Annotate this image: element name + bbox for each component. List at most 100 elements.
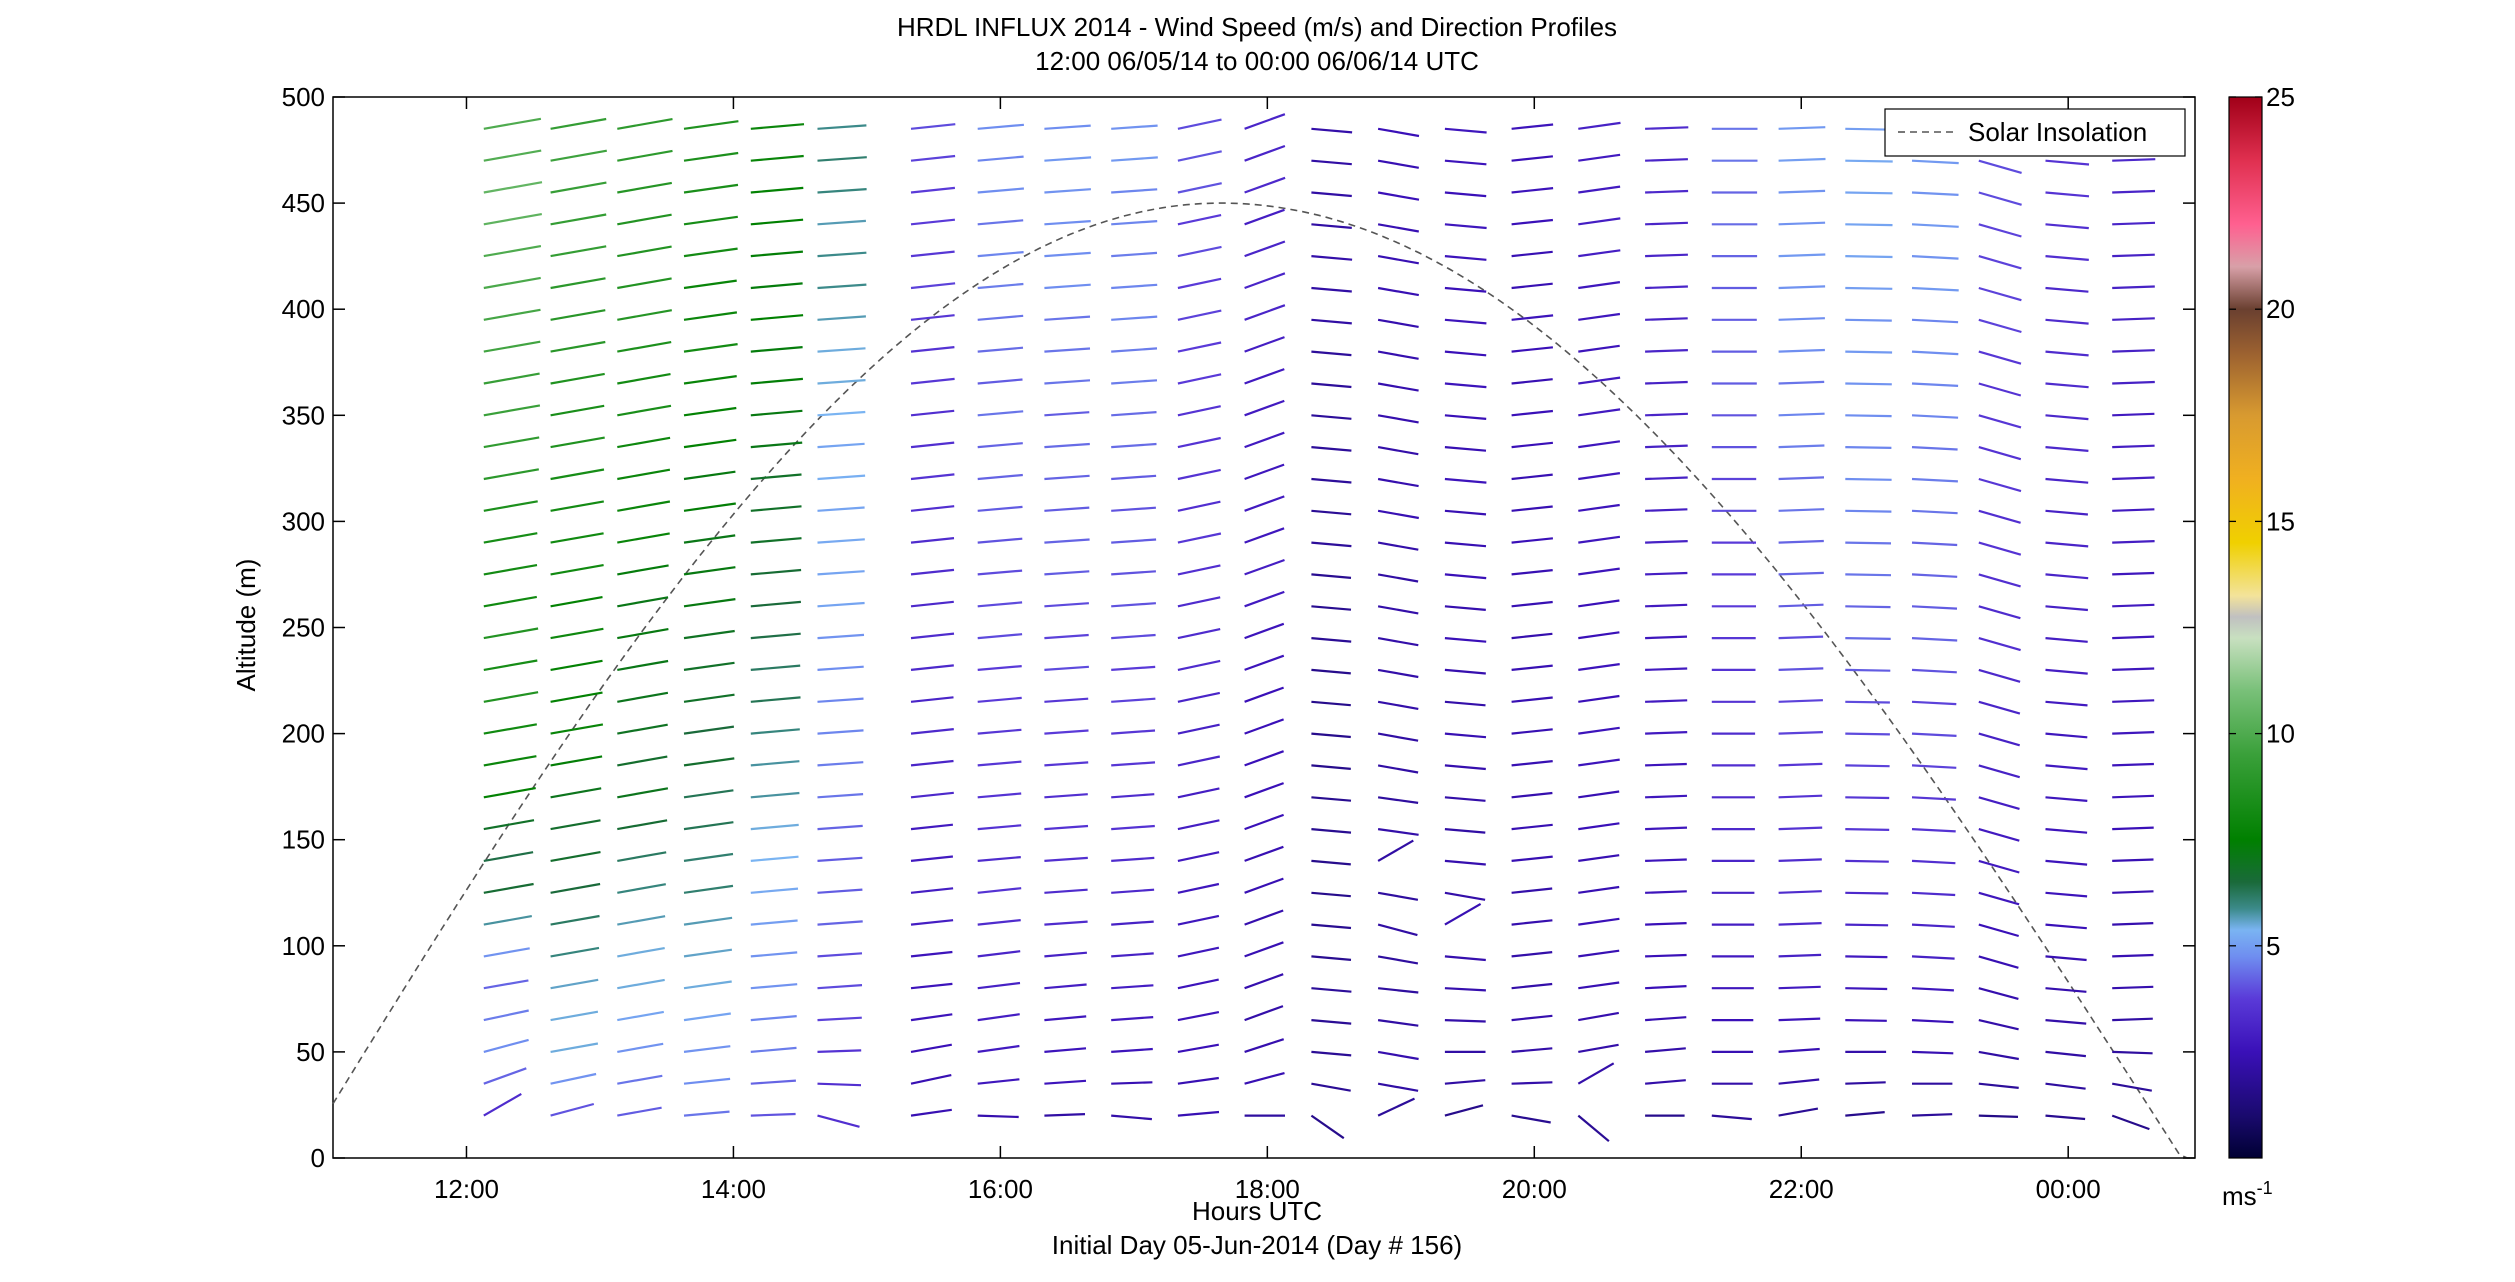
wind-vector bbox=[1911, 509, 1958, 515]
legend: Solar Insolation bbox=[1884, 108, 2186, 157]
wind-vector bbox=[1778, 539, 1824, 544]
wind-vector bbox=[1311, 668, 1351, 675]
wind-vector bbox=[1978, 828, 2020, 842]
wind-vector bbox=[910, 123, 956, 130]
wind-vector bbox=[1911, 828, 1956, 833]
wind-vector bbox=[817, 347, 866, 353]
wind-vector bbox=[1244, 176, 1286, 194]
wind-vector bbox=[483, 308, 541, 321]
wind-vector bbox=[1978, 1019, 2019, 1031]
wind-vector bbox=[683, 1012, 731, 1022]
wind-vector bbox=[2112, 953, 2154, 958]
wind-vector bbox=[1444, 414, 1487, 420]
wind-vector bbox=[2112, 922, 2154, 926]
wind-vector bbox=[1311, 350, 1352, 357]
wind-vector bbox=[1444, 700, 1486, 707]
wind-vector bbox=[1978, 414, 2022, 429]
colorbar-tick-label: 5 bbox=[2266, 931, 2280, 961]
wind-vector bbox=[817, 729, 864, 735]
wind-vector bbox=[683, 629, 735, 640]
wind-vector bbox=[817, 856, 863, 862]
wind-vector bbox=[683, 884, 734, 894]
wind-vector bbox=[1177, 1011, 1220, 1022]
wind-vector bbox=[1044, 411, 1090, 417]
wind-vector bbox=[1311, 891, 1351, 898]
wind-vector bbox=[1911, 923, 1955, 928]
wind-vector bbox=[617, 947, 665, 958]
wind-vector bbox=[2112, 699, 2155, 703]
wind-vector bbox=[1645, 731, 1688, 735]
wind-vector bbox=[817, 538, 865, 544]
wind-vector bbox=[2112, 826, 2154, 831]
wind-vector bbox=[1377, 446, 1419, 456]
wind-vector bbox=[1444, 828, 1486, 834]
wind-vector bbox=[550, 245, 607, 258]
wind-vector bbox=[1044, 697, 1089, 703]
wind-vector bbox=[1578, 726, 1620, 735]
wind-vector bbox=[1044, 888, 1088, 894]
wind-vector bbox=[1177, 405, 1221, 417]
wind-vector bbox=[1845, 987, 1888, 991]
wind-vector bbox=[1845, 382, 1892, 386]
wind-vector bbox=[1578, 1043, 1619, 1053]
wind-vector bbox=[1578, 217, 1621, 226]
wind-vector bbox=[1444, 446, 1487, 452]
wind-vector bbox=[1511, 664, 1553, 671]
wind-vector bbox=[750, 282, 803, 290]
wind-vector bbox=[977, 155, 1024, 162]
wind-vector bbox=[1177, 245, 1222, 258]
wind-vector bbox=[1111, 856, 1155, 862]
wind-vector bbox=[1978, 509, 2021, 524]
wind-vector bbox=[1911, 318, 1959, 324]
wind-vector bbox=[1845, 286, 1893, 290]
wind-vector bbox=[1177, 946, 1220, 958]
wind-vector bbox=[1044, 315, 1091, 321]
wind-vector bbox=[1511, 855, 1553, 862]
wind-vector bbox=[2045, 1019, 2087, 1025]
wind-vector bbox=[910, 186, 956, 194]
wind-vector bbox=[977, 442, 1023, 449]
wind-vector bbox=[1778, 699, 1823, 703]
wind-vector bbox=[483, 691, 539, 703]
wind-vector bbox=[1645, 922, 1687, 926]
wind-vector bbox=[1311, 859, 1351, 866]
wind-vector bbox=[1044, 156, 1092, 162]
wind-vector bbox=[1778, 126, 1826, 130]
wind-vector bbox=[1845, 637, 1891, 640]
wind-vector bbox=[817, 920, 863, 926]
wind-vector bbox=[977, 282, 1024, 290]
wind-vector bbox=[910, 505, 955, 512]
wind-vector bbox=[1244, 941, 1284, 958]
wind-vector bbox=[2112, 1082, 2152, 1092]
wind-vector bbox=[1044, 570, 1090, 576]
wind-vector bbox=[2045, 1082, 2086, 1090]
wind-vector bbox=[1111, 474, 1157, 481]
wind-vector bbox=[1778, 603, 1824, 608]
wind-vector bbox=[1978, 350, 2022, 365]
wind-vector bbox=[683, 1110, 730, 1117]
wind-vector bbox=[1244, 240, 1286, 258]
wind-vector bbox=[977, 887, 1022, 894]
wind-vector bbox=[750, 154, 804, 162]
wind-vector bbox=[550, 755, 603, 767]
wind-vector bbox=[2045, 732, 2088, 739]
colorbar: 5 10 15 20 25 ms-1 bbox=[2222, 82, 2295, 1211]
wind-vector bbox=[1444, 1079, 1486, 1085]
wind-vector bbox=[617, 149, 673, 162]
wind-vector bbox=[550, 213, 607, 226]
wind-vector bbox=[550, 946, 600, 958]
wind-vector bbox=[817, 442, 865, 449]
wind-vector bbox=[550, 149, 607, 162]
wind-vector bbox=[1311, 796, 1352, 802]
wind-vector bbox=[1778, 380, 1825, 385]
y-tick-label: 500 bbox=[282, 82, 325, 112]
wind-vector bbox=[1511, 823, 1553, 831]
wind-vector bbox=[1845, 923, 1889, 927]
wind-vector bbox=[683, 375, 737, 385]
wind-vector bbox=[910, 632, 955, 640]
wind-vector bbox=[550, 404, 605, 417]
wind-vector bbox=[550, 436, 605, 449]
wind-vector bbox=[750, 218, 804, 226]
wind-vector bbox=[1778, 508, 1825, 512]
wind-vector bbox=[1845, 891, 1889, 895]
